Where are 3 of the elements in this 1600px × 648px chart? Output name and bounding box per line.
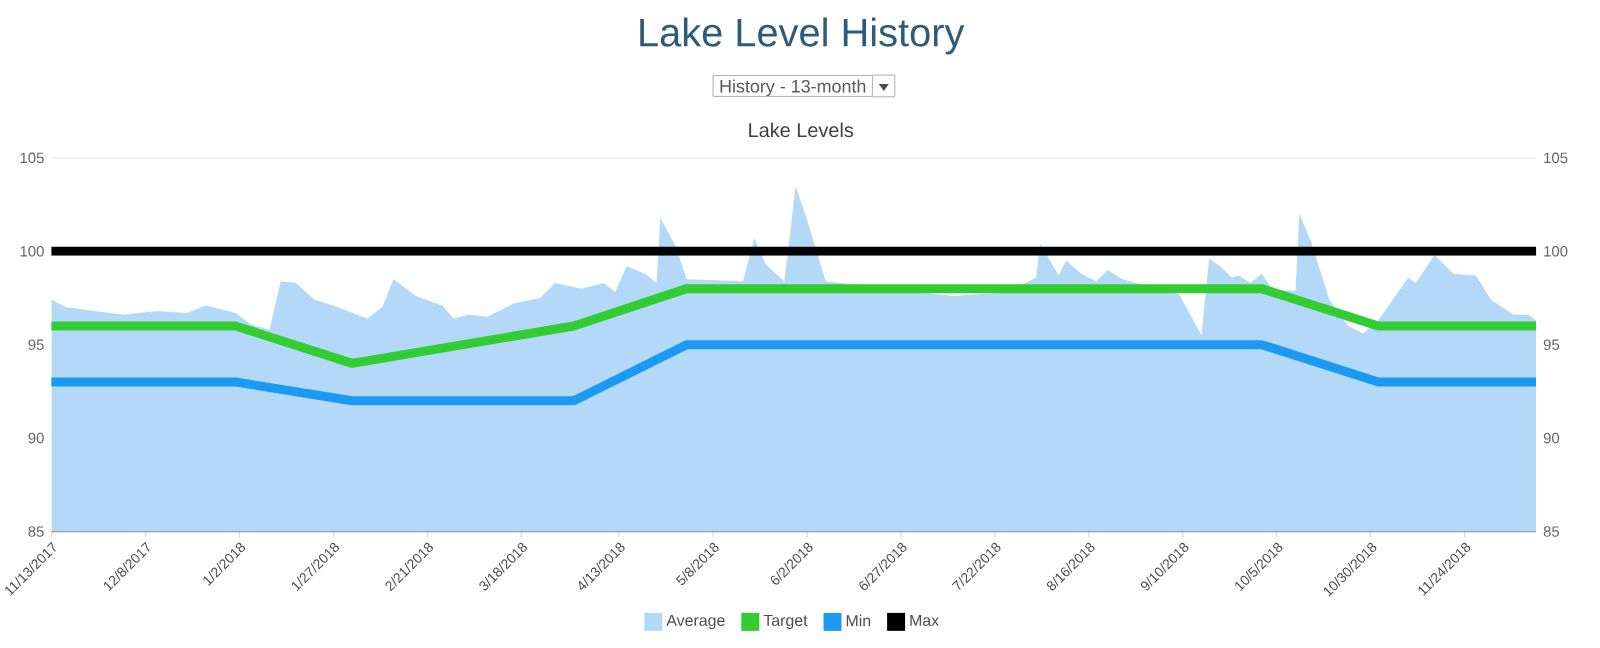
text: History - 13-month — [720, 79, 866, 97]
chart-subtitle: Lake Levels — [749, 122, 854, 138]
chart-title: Lake Level History — [640, 17, 965, 55]
